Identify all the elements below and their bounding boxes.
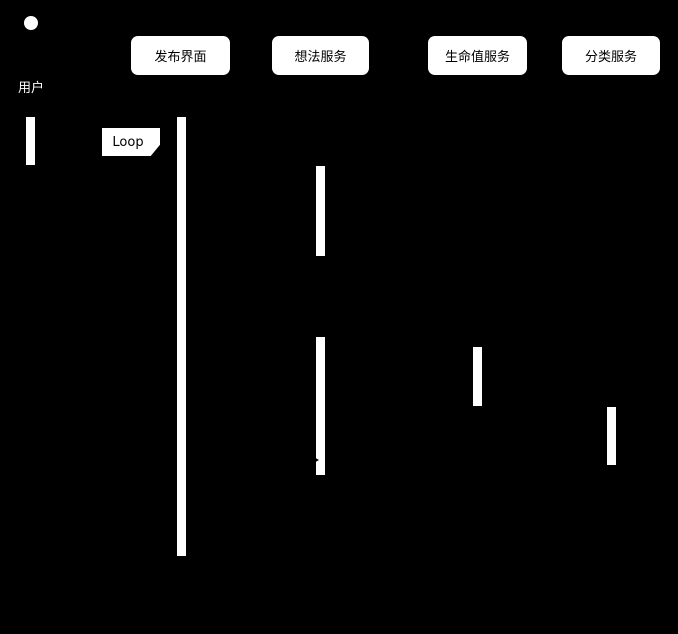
activation-bar-idea-service-1 (316, 166, 325, 256)
actor-label: 用户 (17, 81, 44, 96)
loop-frame-label: Loop (102, 128, 160, 156)
participant-category-service-label: 分类服务 (584, 50, 637, 65)
participant-category-service: 分类服务 (562, 36, 660, 75)
activation-bar-hp-service (473, 347, 482, 406)
activation-bar-user (26, 117, 35, 165)
participant-publish-ui-label: 发布界面 (154, 50, 207, 65)
participant-hp-service: 生命值服务 (428, 36, 527, 75)
activation-bar-publish-ui (177, 117, 186, 556)
participant-idea-service-label: 想法服务 (294, 50, 347, 65)
participant-hp-service-label: 生命值服务 (444, 50, 510, 65)
activation-bar-idea-service-2 (316, 337, 325, 475)
participant-publish-ui: 发布界面 (131, 36, 230, 75)
actor-head-icon (24, 16, 38, 30)
activation-bar-category-service (607, 407, 616, 465)
participant-idea-service: 想法服务 (272, 36, 369, 75)
arrowhead-icon (312, 456, 319, 464)
loop-frame-label-text: Loop (112, 134, 144, 150)
